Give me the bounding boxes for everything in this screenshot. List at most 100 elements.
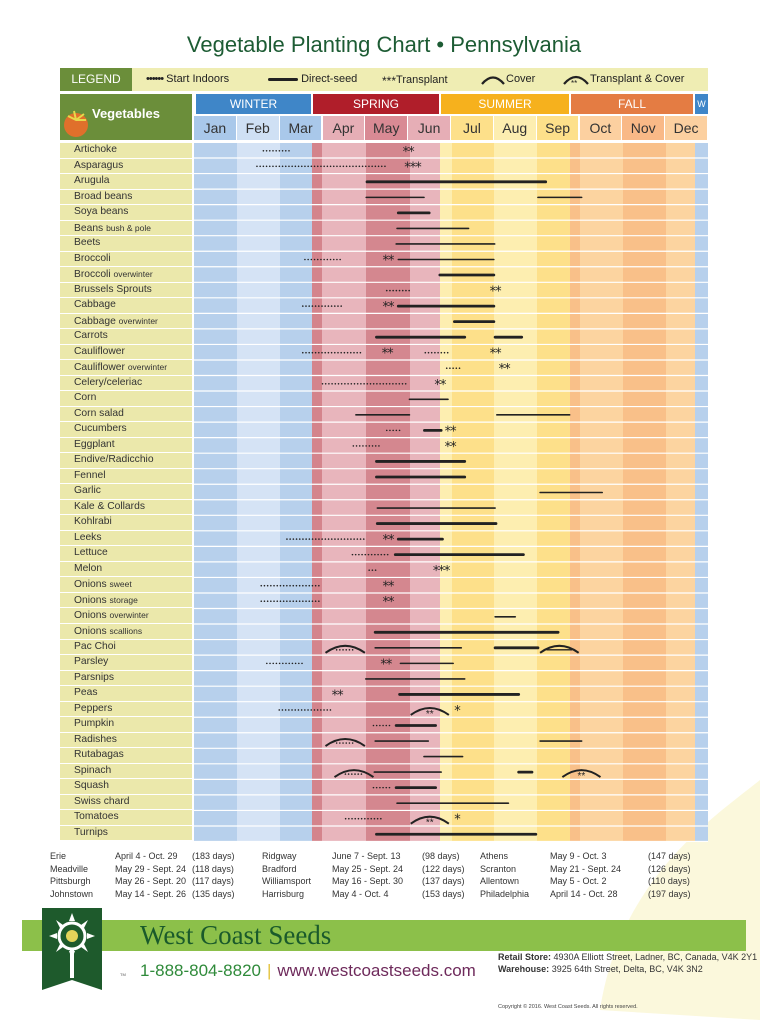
dot [339,649,341,651]
dot [385,429,388,432]
vegetable-label: Endive/Radicchio [60,453,192,469]
dot [398,429,401,432]
dot [385,724,388,727]
legend-direct-seed: Direct-seed [268,68,357,91]
dot [354,553,357,556]
frost-free-dates: May 21 - Sept. 24 [550,863,622,874]
dot [377,165,380,168]
dot [326,258,329,261]
dot [382,724,384,727]
dot [443,351,446,354]
dot [345,165,348,168]
dot [364,165,367,168]
dot [324,351,326,354]
dot [375,724,378,727]
dot [260,584,263,587]
dot [342,649,344,651]
dot [282,584,285,587]
cover-arc-mark [324,644,366,654]
season-band [322,143,366,842]
dot [361,165,364,168]
dot [353,351,355,354]
vegetable-label: Leeks [60,530,192,547]
season-length: (197 days) [648,889,691,900]
transplant-cover-arc-icon: ** [563,76,589,88]
season-length: (126 days) [648,863,691,874]
city-name: Meadville [50,863,89,874]
vegetable-label: Fennel [60,468,192,485]
dot [339,258,341,261]
month-aug: Aug [493,116,537,140]
vegetable-label: Swiss chard [60,794,192,811]
dot [378,445,380,447]
season-band [237,143,280,842]
vegetable-label: Corn salad [60,406,192,423]
frost-free-dates: May 16 - Sept. 30 [332,876,404,887]
transplant-mark: ** [383,580,396,595]
dot [395,289,398,292]
dot [331,382,333,385]
dot [305,584,307,587]
dot [286,600,288,603]
frost-table-row: Meadville May 29 - Sept. 24 (118 days) Brad… [50,864,760,877]
dot [361,553,363,556]
dot [359,351,362,354]
season-band [623,143,666,842]
start-indoors-mark [278,709,332,711]
dot [344,382,346,385]
dot [276,600,279,603]
dot [427,351,430,354]
dot [379,724,381,727]
season-band [366,143,410,842]
dot [385,786,388,789]
addresses: Retail Store: 4930A Elliott Street, Ladn… [498,952,760,975]
dot [300,709,303,711]
city-name: Harrisburg [262,889,305,900]
svg-text:**: ** [571,79,577,86]
dot [292,538,295,540]
dot [372,786,375,789]
dot [389,429,391,432]
dot [263,584,266,587]
start-indoors-mark [321,382,407,385]
start-indoors-mark [286,538,365,540]
vegetable-label: Kohlrabi [60,515,192,531]
dot [302,538,304,540]
dot [272,662,275,665]
dot [369,382,372,385]
dot [340,382,343,385]
dot [281,149,284,152]
dot [301,351,304,354]
phone-number[interactable]: 1-888-804-8820 [140,961,261,980]
dot [330,351,333,354]
start-indoors-mark [445,367,461,370]
dot [347,382,349,385]
cover-arc-mark [410,815,450,825]
vegetable-label: Cabbage [60,298,192,314]
vegetable-label: Corn [60,391,192,407]
dot [270,584,272,587]
city-name: Scranton [480,863,517,874]
dot [291,662,294,665]
dot [358,445,361,447]
website-link[interactable]: www.westcoastseeds.com [277,961,476,980]
month-jul: Jul [451,116,494,140]
start-indoors-mark [301,351,362,354]
month-dec: Dec [665,116,708,140]
dot [266,600,269,603]
transplant-mark: ** [383,533,396,548]
dot [305,600,307,603]
vegetable-label: Pumpkin [60,717,192,733]
vegetable-label: Beans bush & pole [60,220,192,237]
vegetable-label: Cauliflower overwinter [60,360,192,376]
dot [311,538,314,540]
dot [289,538,291,540]
dot [356,382,359,385]
dot [291,165,293,168]
dot [316,709,319,711]
separator: | [266,961,272,980]
frost-table-row: Erie April 4 - Oct. 29 (183 days) Ridgway Ju… [50,851,760,864]
page-title: Vegetable Planting Chart • Pennsylvania [186,32,582,57]
dot [335,649,338,651]
month-sep: Sep [536,116,580,140]
